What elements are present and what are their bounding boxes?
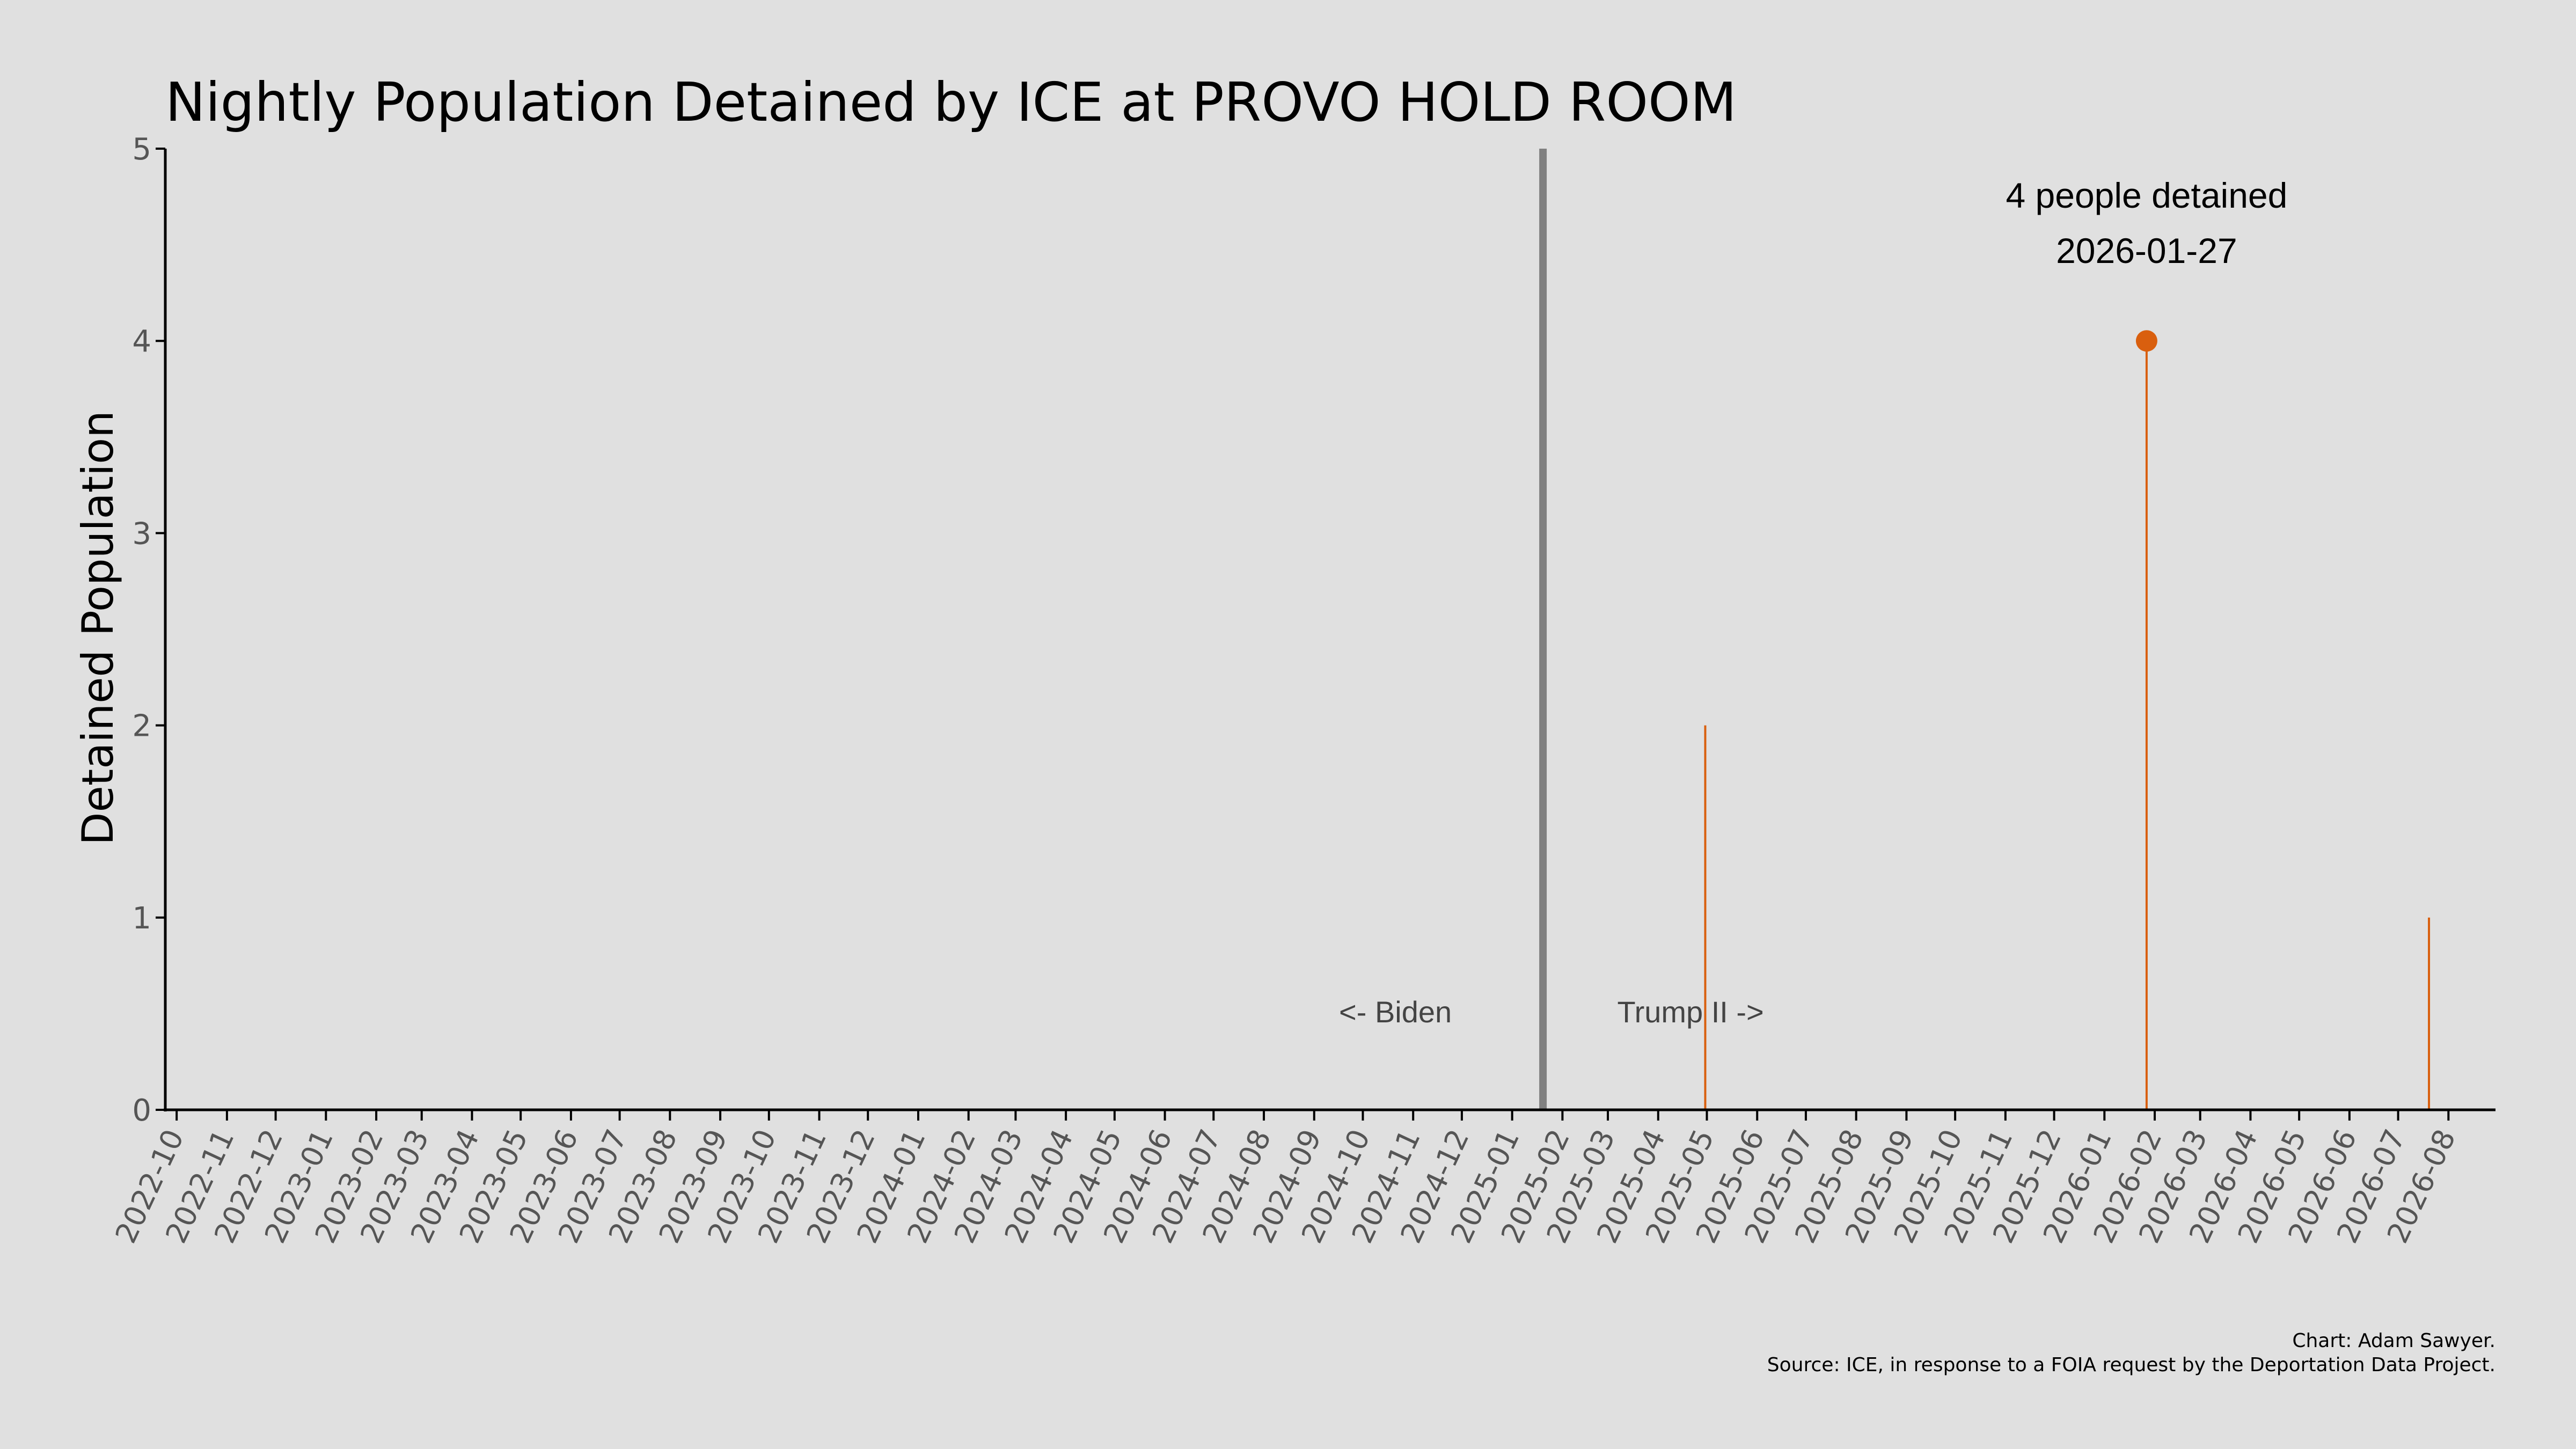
y-tick-label: 1 <box>132 901 151 936</box>
highlight-point <box>2135 330 2157 352</box>
chart-credit: Chart: Adam Sawyer. <box>2292 1330 2496 1352</box>
series-detained <box>1704 341 2431 1110</box>
highlight-label-date: 2026-01-27 <box>2056 231 2237 270</box>
y-tick-label: 4 <box>132 324 151 359</box>
y-tick-label: 0 <box>132 1093 151 1128</box>
y-axis-ticks: 0 1 2 3 4 5 <box>132 132 165 1128</box>
x-axis-ticks: 2022-102022-112022-122023-012023-022023-… <box>108 1110 2462 1248</box>
y-tick-label: 5 <box>132 132 151 167</box>
era-label-trump: Trump II -> <box>1617 995 1763 1029</box>
data-source: Source: ICE, in response to a FOIA reque… <box>1767 1354 2496 1376</box>
y-tick-label: 2 <box>132 709 151 744</box>
highlight-label-count: 4 people detained <box>2006 175 2288 215</box>
era-label-biden: <- Biden <box>1339 995 1452 1029</box>
y-axis-label: Detained Population <box>73 411 123 845</box>
y-tick-label: 3 <box>132 516 151 551</box>
chart-title: Nightly Population Detained by ICE at PR… <box>165 71 1737 134</box>
